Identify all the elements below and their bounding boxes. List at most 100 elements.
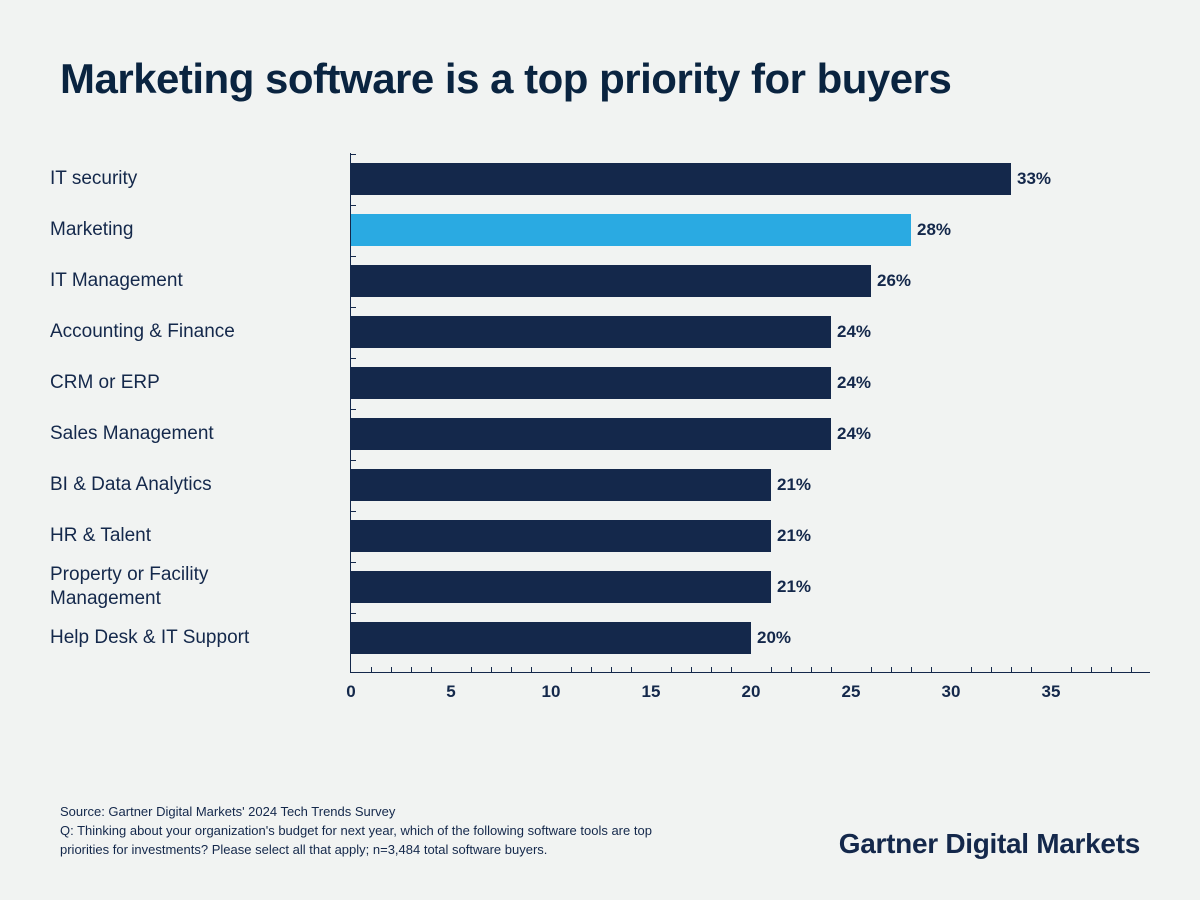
brand-logo-text: Gartner Digital Markets [839,828,1140,860]
bar-value-label: 24% [837,322,871,342]
bar [351,571,771,603]
bar-row: 21% [351,469,1150,501]
bar-row: 24% [351,316,1150,348]
x-minor-tick [391,667,392,673]
bar-row: 28% [351,214,1150,246]
x-minor-tick [791,667,792,673]
category-label: BI & Data Analytics [50,469,320,501]
category-label: Help Desk & IT Support [50,622,320,654]
bar-value-label: 28% [917,220,951,240]
bar-row: 24% [351,418,1150,450]
plot-area: 0510152025303533%28%26%24%24%24%21%21%21… [350,153,1150,673]
category-label: Sales Management [50,418,320,450]
x-minor-tick [731,667,732,673]
x-tick-label: 15 [642,682,661,702]
y-minor-tick [350,307,356,308]
x-minor-tick [1011,667,1012,673]
category-label: IT security [50,163,320,195]
x-tick-label: 5 [446,682,455,702]
chart-footer: Source: Gartner Digital Markets' 2024 Te… [60,803,1140,860]
x-minor-tick [1091,667,1092,673]
x-minor-tick [611,667,612,673]
bar [351,316,831,348]
y-minor-tick [350,409,356,410]
x-minor-tick [491,667,492,673]
x-minor-tick [411,667,412,673]
bar-value-label: 21% [777,577,811,597]
x-minor-tick [1111,667,1112,673]
y-minor-tick [350,562,356,563]
category-label: Property or Facility Management [50,571,320,603]
bar [351,265,871,297]
bar-row: 20% [351,622,1150,654]
bar [351,622,751,654]
chart-container: Marketing software is a top priority for… [0,0,1200,900]
bar-value-label: 21% [777,526,811,546]
x-minor-tick [871,667,872,673]
x-minor-tick [571,667,572,673]
category-label: Marketing [50,214,320,246]
y-minor-tick [350,613,356,614]
x-minor-tick [811,667,812,673]
bar-value-label: 24% [837,424,871,444]
x-tick-label: 10 [542,682,561,702]
bar [351,469,771,501]
category-label: CRM or ERP [50,367,320,399]
x-tick-label: 25 [842,682,861,702]
source-line-1: Source: Gartner Digital Markets' 2024 Te… [60,803,700,822]
y-minor-tick [350,154,356,155]
x-minor-tick [911,667,912,673]
x-minor-tick [371,667,372,673]
y-minor-tick [350,511,356,512]
chart-wrapper: IT securityMarketingIT ManagementAccount… [60,153,1140,713]
x-minor-tick [771,667,772,673]
bar-row: 26% [351,265,1150,297]
source-block: Source: Gartner Digital Markets' 2024 Te… [60,803,700,860]
bar-value-label: 20% [757,628,791,648]
x-minor-tick [691,667,692,673]
x-minor-tick [971,667,972,673]
source-line-2: Q: Thinking about your organization's bu… [60,822,700,860]
bar-highlighted [351,214,911,246]
x-minor-tick [631,667,632,673]
x-minor-tick [671,667,672,673]
x-minor-tick [471,667,472,673]
bar-row: 21% [351,520,1150,552]
y-minor-tick [350,460,356,461]
y-minor-tick [350,205,356,206]
x-tick-label: 35 [1042,682,1061,702]
bar-value-label: 33% [1017,169,1051,189]
bar-row: 21% [351,571,1150,603]
bar [351,418,831,450]
y-minor-tick [350,256,356,257]
bar-value-label: 26% [877,271,911,291]
bar-row: 24% [351,367,1150,399]
x-minor-tick [531,667,532,673]
bar [351,520,771,552]
x-minor-tick [891,667,892,673]
x-minor-tick [711,667,712,673]
x-minor-tick [831,667,832,673]
x-minor-tick [1031,667,1032,673]
x-minor-tick [431,667,432,673]
bar-value-label: 21% [777,475,811,495]
x-minor-tick [1131,667,1132,673]
chart-area: 0510152025303533%28%26%24%24%24%21%21%21… [350,153,1150,713]
bar [351,367,831,399]
category-label: HR & Talent [50,520,320,552]
y-minor-tick [350,358,356,359]
x-tick-label: 0 [346,682,355,702]
bar [351,163,1011,195]
category-label: IT Management [50,265,320,297]
bar-value-label: 24% [837,373,871,393]
bar-row: 33% [351,163,1150,195]
x-minor-tick [991,667,992,673]
x-minor-tick [511,667,512,673]
x-tick-label: 20 [742,682,761,702]
x-minor-tick [591,667,592,673]
x-tick-label: 30 [942,682,961,702]
x-minor-tick [1071,667,1072,673]
category-label: Accounting & Finance [50,316,320,348]
chart-title: Marketing software is a top priority for… [60,55,1140,103]
x-minor-tick [931,667,932,673]
